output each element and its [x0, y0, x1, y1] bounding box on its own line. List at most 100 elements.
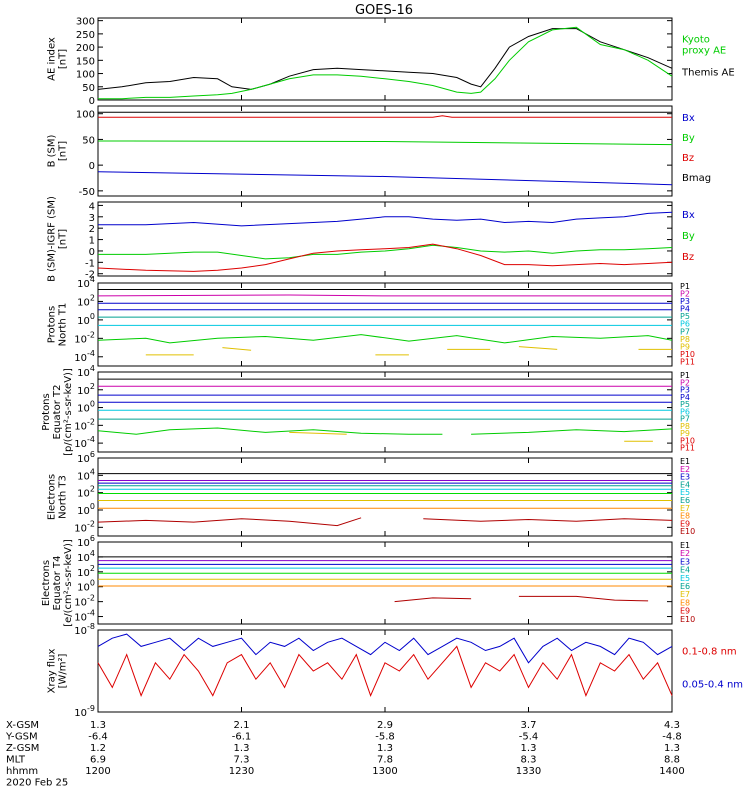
- legend-channel: P1: [680, 371, 690, 380]
- legend-channel: E10: [680, 527, 695, 536]
- series-line: [98, 115, 672, 118]
- y-tick-label: 100: [77, 312, 95, 327]
- series-line: [98, 26, 673, 100]
- legend-channel: P3: [680, 386, 690, 395]
- y-tick-label: 10-4: [74, 349, 95, 364]
- y-tick-label: 100: [77, 579, 95, 594]
- legend-channel: E9: [680, 519, 690, 528]
- y-tick-label: 1: [89, 236, 95, 247]
- footer-value: 2.9: [377, 720, 393, 731]
- legend-entry: Themis AE: [681, 67, 735, 78]
- series-line: [98, 211, 673, 227]
- series-line: [222, 347, 252, 351]
- footer-row-label: X-GSM: [6, 720, 39, 731]
- footer-coordinates: X-GSM 1.3 2.1 2.9 3.7 4.3 Y-GSM -6.4 -6.1 -5.8 -5.…: [5, 720, 685, 789]
- panel-frame: [97, 457, 673, 537]
- legend-channel: E8: [680, 512, 690, 521]
- y-tick-label: -1: [85, 258, 95, 269]
- legend-channel: E8: [680, 598, 690, 607]
- y-tick-label: 10-8: [74, 622, 95, 637]
- footer-value: -6.1: [232, 732, 252, 743]
- footer-row-label: Y-GSM: [5, 732, 38, 743]
- y-tick-label: 104: [77, 364, 95, 379]
- legend-channel: P10: [680, 436, 695, 445]
- y-tick-label: 100: [77, 400, 95, 415]
- panel-frame: [97, 371, 673, 453]
- y-tick-label: 300: [76, 17, 95, 28]
- series-line: [518, 346, 558, 350]
- legend-channel: E3: [680, 557, 690, 566]
- series-line: [471, 428, 673, 435]
- legend-channel: E4: [680, 480, 690, 489]
- legend-channel: P4: [680, 305, 690, 314]
- legend-channel: E2: [680, 465, 690, 474]
- panel-frame: [97, 541, 673, 625]
- y-tick-label: 0: [89, 247, 95, 258]
- legend-channel: E9: [680, 607, 690, 616]
- y-axis-label: ProtonsEquator T2[p/(cm²-s-sr-keV)]: [41, 368, 74, 456]
- footer-value: 8.8: [664, 755, 680, 766]
- legend-entry: Bz: [682, 153, 694, 164]
- legend-channel: P6: [680, 320, 690, 329]
- legend-channel: P10: [680, 350, 695, 359]
- footer-value: 1.3: [664, 743, 680, 754]
- series-line: [97, 645, 673, 697]
- y-tick-label: 200: [76, 43, 95, 54]
- footer-value: 1300: [372, 766, 397, 777]
- legend-channel: E1: [680, 457, 690, 466]
- legend-entry: Bx: [682, 113, 695, 124]
- legend-channel: E6: [680, 582, 690, 591]
- legend-channel: E1: [680, 541, 690, 550]
- y-tick-label: 10-9: [74, 704, 95, 719]
- legend-channel: P1: [680, 282, 690, 291]
- panel-xray: 10-8 10-9 Xray flux[W/m²] 0.1-0.8 nm 0.05-0.…: [47, 622, 744, 719]
- y-tick-label: 104: [77, 549, 95, 564]
- legend-entry: Bx: [682, 210, 695, 221]
- y-tick-label: -50: [79, 187, 95, 198]
- y-tick-label: 104: [77, 275, 95, 290]
- footer-value: 1200: [85, 766, 110, 777]
- footer-value: -5.4: [519, 732, 539, 743]
- legend-entry: 0.05-0.4 nm: [682, 679, 743, 690]
- footer-value: -4.8: [662, 732, 682, 743]
- footer-row-label: MLT: [6, 755, 26, 766]
- y-tick-label: -2: [85, 270, 95, 281]
- legend-channel: P2: [680, 290, 690, 299]
- legend-entry: Bmag: [682, 173, 711, 184]
- legend-channel: P7: [680, 327, 690, 336]
- y-tick-label: 102: [77, 485, 95, 500]
- legend-channel: P11: [680, 357, 695, 366]
- series-line: [98, 244, 673, 260]
- legend-channel: P2: [680, 378, 690, 387]
- y-tick-label: 250: [76, 30, 95, 41]
- y-axis-label: ElectronsEquator T4[e/(cm²-s-sr-keV)]: [41, 539, 74, 627]
- y-axis-label: ProtonsNorth T1: [47, 303, 69, 347]
- plot-title: GOES-16: [355, 3, 413, 18]
- series-line: [289, 431, 347, 435]
- y-tick-label: 10-2: [74, 594, 95, 609]
- y-axis-label: AE index[nT]: [47, 37, 69, 81]
- legend-channel: P9: [680, 342, 690, 351]
- y-tick-label: 3: [89, 213, 95, 224]
- legend-entry: 0.1-0.8 nm: [682, 647, 737, 658]
- footer-row-label: Z-GSM: [6, 743, 39, 754]
- legend-channel: P8: [680, 422, 690, 431]
- y-tick-label: 10-2: [74, 330, 95, 345]
- legend-channel: E5: [680, 574, 690, 583]
- y-tick-label: 104: [77, 467, 95, 482]
- legend-entry: proxy AE: [682, 46, 726, 57]
- y-axis-label: Xray flux[W/m²]: [47, 649, 69, 694]
- legend-channel: E3: [680, 473, 690, 482]
- footer-value: 1.3: [377, 743, 393, 754]
- legend-channel: E4: [680, 566, 690, 575]
- y-tick-label: 102: [77, 382, 95, 397]
- legend-channel: E10: [680, 615, 695, 624]
- y-tick-label: 102: [77, 293, 95, 308]
- legend-entry: By: [682, 231, 695, 242]
- footer-value: 2.1: [234, 720, 250, 731]
- y-tick-label: 10-2: [74, 519, 95, 534]
- footer-value: 1.3: [521, 743, 537, 754]
